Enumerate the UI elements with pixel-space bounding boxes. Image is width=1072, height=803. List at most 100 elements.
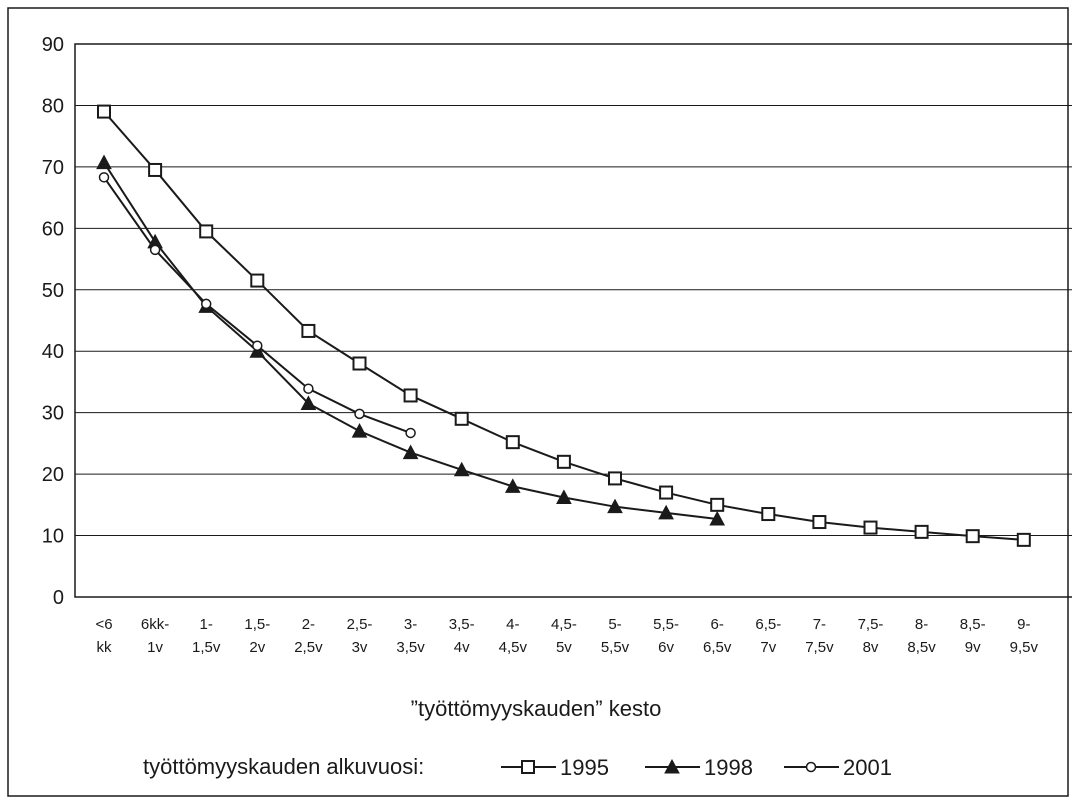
x-tick-label: <6 bbox=[95, 616, 112, 633]
x-tick-label: 4,5v bbox=[499, 639, 528, 656]
x-tick-label: 8- bbox=[915, 616, 928, 633]
data-point-1998 bbox=[607, 498, 623, 514]
plot-area-border bbox=[74, 43, 1072, 598]
data-point-1995 bbox=[454, 411, 469, 426]
x-tick-label: 3,5- bbox=[449, 616, 475, 633]
x-tick-label: 6,5v bbox=[703, 639, 732, 656]
x-tick-label: 7- bbox=[813, 616, 826, 633]
legend-marker-1998 bbox=[664, 758, 680, 774]
x-tick-label: 6- bbox=[711, 616, 724, 633]
x-tick-label: 7,5- bbox=[858, 616, 884, 633]
data-point-1995 bbox=[608, 471, 622, 486]
data-point-1995 bbox=[812, 515, 827, 530]
x-tick-label: 3v bbox=[352, 639, 368, 656]
data-point-1998 bbox=[453, 461, 470, 477]
data-point-1995 bbox=[761, 507, 776, 522]
data-point-1995 bbox=[863, 520, 878, 535]
data-point-2001 bbox=[252, 340, 263, 351]
x-tick-label: 4,5- bbox=[551, 616, 577, 633]
legend-label: 1995 bbox=[560, 755, 609, 780]
y-tick-label: 40 bbox=[42, 341, 64, 363]
legend-label: 2001 bbox=[843, 755, 892, 780]
data-point-1995 bbox=[659, 485, 674, 500]
data-point-2001 bbox=[98, 172, 110, 183]
data-point-1995 bbox=[250, 273, 265, 288]
data-point-1995 bbox=[505, 435, 520, 450]
data-point-1995 bbox=[301, 323, 316, 338]
x-tick-label: 6kk- bbox=[141, 616, 169, 633]
x-tick-label: 5,5v bbox=[601, 639, 630, 656]
legend-item-1998: 1998 bbox=[645, 755, 753, 780]
data-point-1998 bbox=[300, 395, 317, 410]
x-tick-label: 1,5v bbox=[192, 639, 221, 656]
y-tick-label: 70 bbox=[42, 157, 64, 179]
data-point-1995 bbox=[403, 388, 418, 403]
x-tick-label: 7,5v bbox=[805, 639, 834, 656]
series-2001 bbox=[98, 172, 416, 439]
y-tick-label: 50 bbox=[42, 280, 64, 302]
data-point-1995 bbox=[199, 224, 214, 239]
y-tick-label: 80 bbox=[42, 95, 64, 117]
data-point-1998 bbox=[658, 504, 674, 520]
x-tick-label: 2- bbox=[302, 616, 315, 633]
y-tick-label: 20 bbox=[42, 464, 64, 486]
data-point-1995 bbox=[1016, 532, 1031, 547]
y-tick-label: 0 bbox=[53, 587, 64, 609]
x-axis-ticks: <6 kk 6kk- 1v 1- 1,5v 1,5- 2v 2- 2,5v 2,5- 3v 3- 3,5v… bbox=[95, 616, 1038, 656]
x-tick-label: 4- bbox=[506, 616, 519, 633]
data-point-1995 bbox=[148, 162, 163, 177]
x-tick-label: 3- bbox=[404, 616, 417, 633]
gridlines bbox=[75, 104, 1072, 537]
data-point-1998 bbox=[709, 510, 726, 526]
legend-item-2001: 2001 bbox=[784, 755, 892, 780]
data-point-2001 bbox=[405, 427, 416, 439]
data-point-2001 bbox=[354, 408, 365, 420]
y-axis-ticks: 0 10 20 30 40 50 60 70 80 90 bbox=[42, 34, 64, 609]
series-1995 bbox=[97, 104, 1031, 547]
data-point-1995 bbox=[914, 524, 929, 539]
data-point-1998 bbox=[504, 478, 521, 493]
data-point-2001 bbox=[149, 244, 161, 256]
y-tick-label: 10 bbox=[42, 526, 64, 548]
x-tick-label: 9,5v bbox=[1010, 639, 1039, 656]
x-tick-label: 3,5v bbox=[396, 639, 425, 656]
chart-border bbox=[7, 7, 1069, 797]
x-tick-label: 7v bbox=[760, 639, 776, 656]
data-point-1995 bbox=[965, 529, 980, 544]
legend-label: 1998 bbox=[704, 755, 753, 780]
data-point-1998 bbox=[96, 154, 112, 170]
x-tick-label: kk bbox=[97, 639, 113, 656]
legend: työttömyyskauden alkuvuosi: 1995 1998 200… bbox=[143, 754, 892, 780]
x-tick-label: 2v bbox=[249, 639, 265, 656]
x-tick-label: 8,5v bbox=[907, 639, 936, 656]
data-point-1998 bbox=[402, 444, 419, 460]
legend-marker-2001 bbox=[805, 761, 817, 773]
x-tick-label: 1- bbox=[200, 616, 213, 633]
y-tick-label: 30 bbox=[42, 403, 64, 425]
x-tick-label: 5,5- bbox=[653, 616, 679, 633]
x-tick-label: 1,5- bbox=[244, 616, 270, 633]
x-tick-label: 5- bbox=[608, 616, 621, 633]
x-tick-label: 2,5- bbox=[347, 616, 373, 633]
x-tick-label: 1v bbox=[147, 639, 163, 656]
series-layer bbox=[96, 104, 1031, 547]
x-tick-label: 8,5- bbox=[960, 616, 986, 633]
legend-item-1995: 1995 bbox=[501, 755, 609, 780]
x-tick-label: 4v bbox=[454, 639, 470, 656]
data-point-2001 bbox=[200, 298, 212, 310]
data-point-1995 bbox=[710, 497, 725, 512]
data-point-1995 bbox=[352, 356, 367, 371]
y-tick-label: 90 bbox=[42, 34, 64, 56]
y-tick-label: 60 bbox=[42, 218, 64, 240]
x-tick-label: 2,5v bbox=[294, 639, 323, 656]
x-tick-label: 9- bbox=[1017, 616, 1030, 633]
x-axis-label: ”työttömyyskauden” kesto bbox=[411, 696, 662, 721]
x-tick-label: 8v bbox=[863, 639, 879, 656]
data-point-1995 bbox=[97, 104, 111, 119]
legend-marker-1995 bbox=[521, 760, 535, 774]
x-tick-label: 5v bbox=[556, 639, 572, 656]
data-point-1995 bbox=[556, 454, 571, 469]
x-tick-label: 6,5- bbox=[755, 616, 781, 633]
